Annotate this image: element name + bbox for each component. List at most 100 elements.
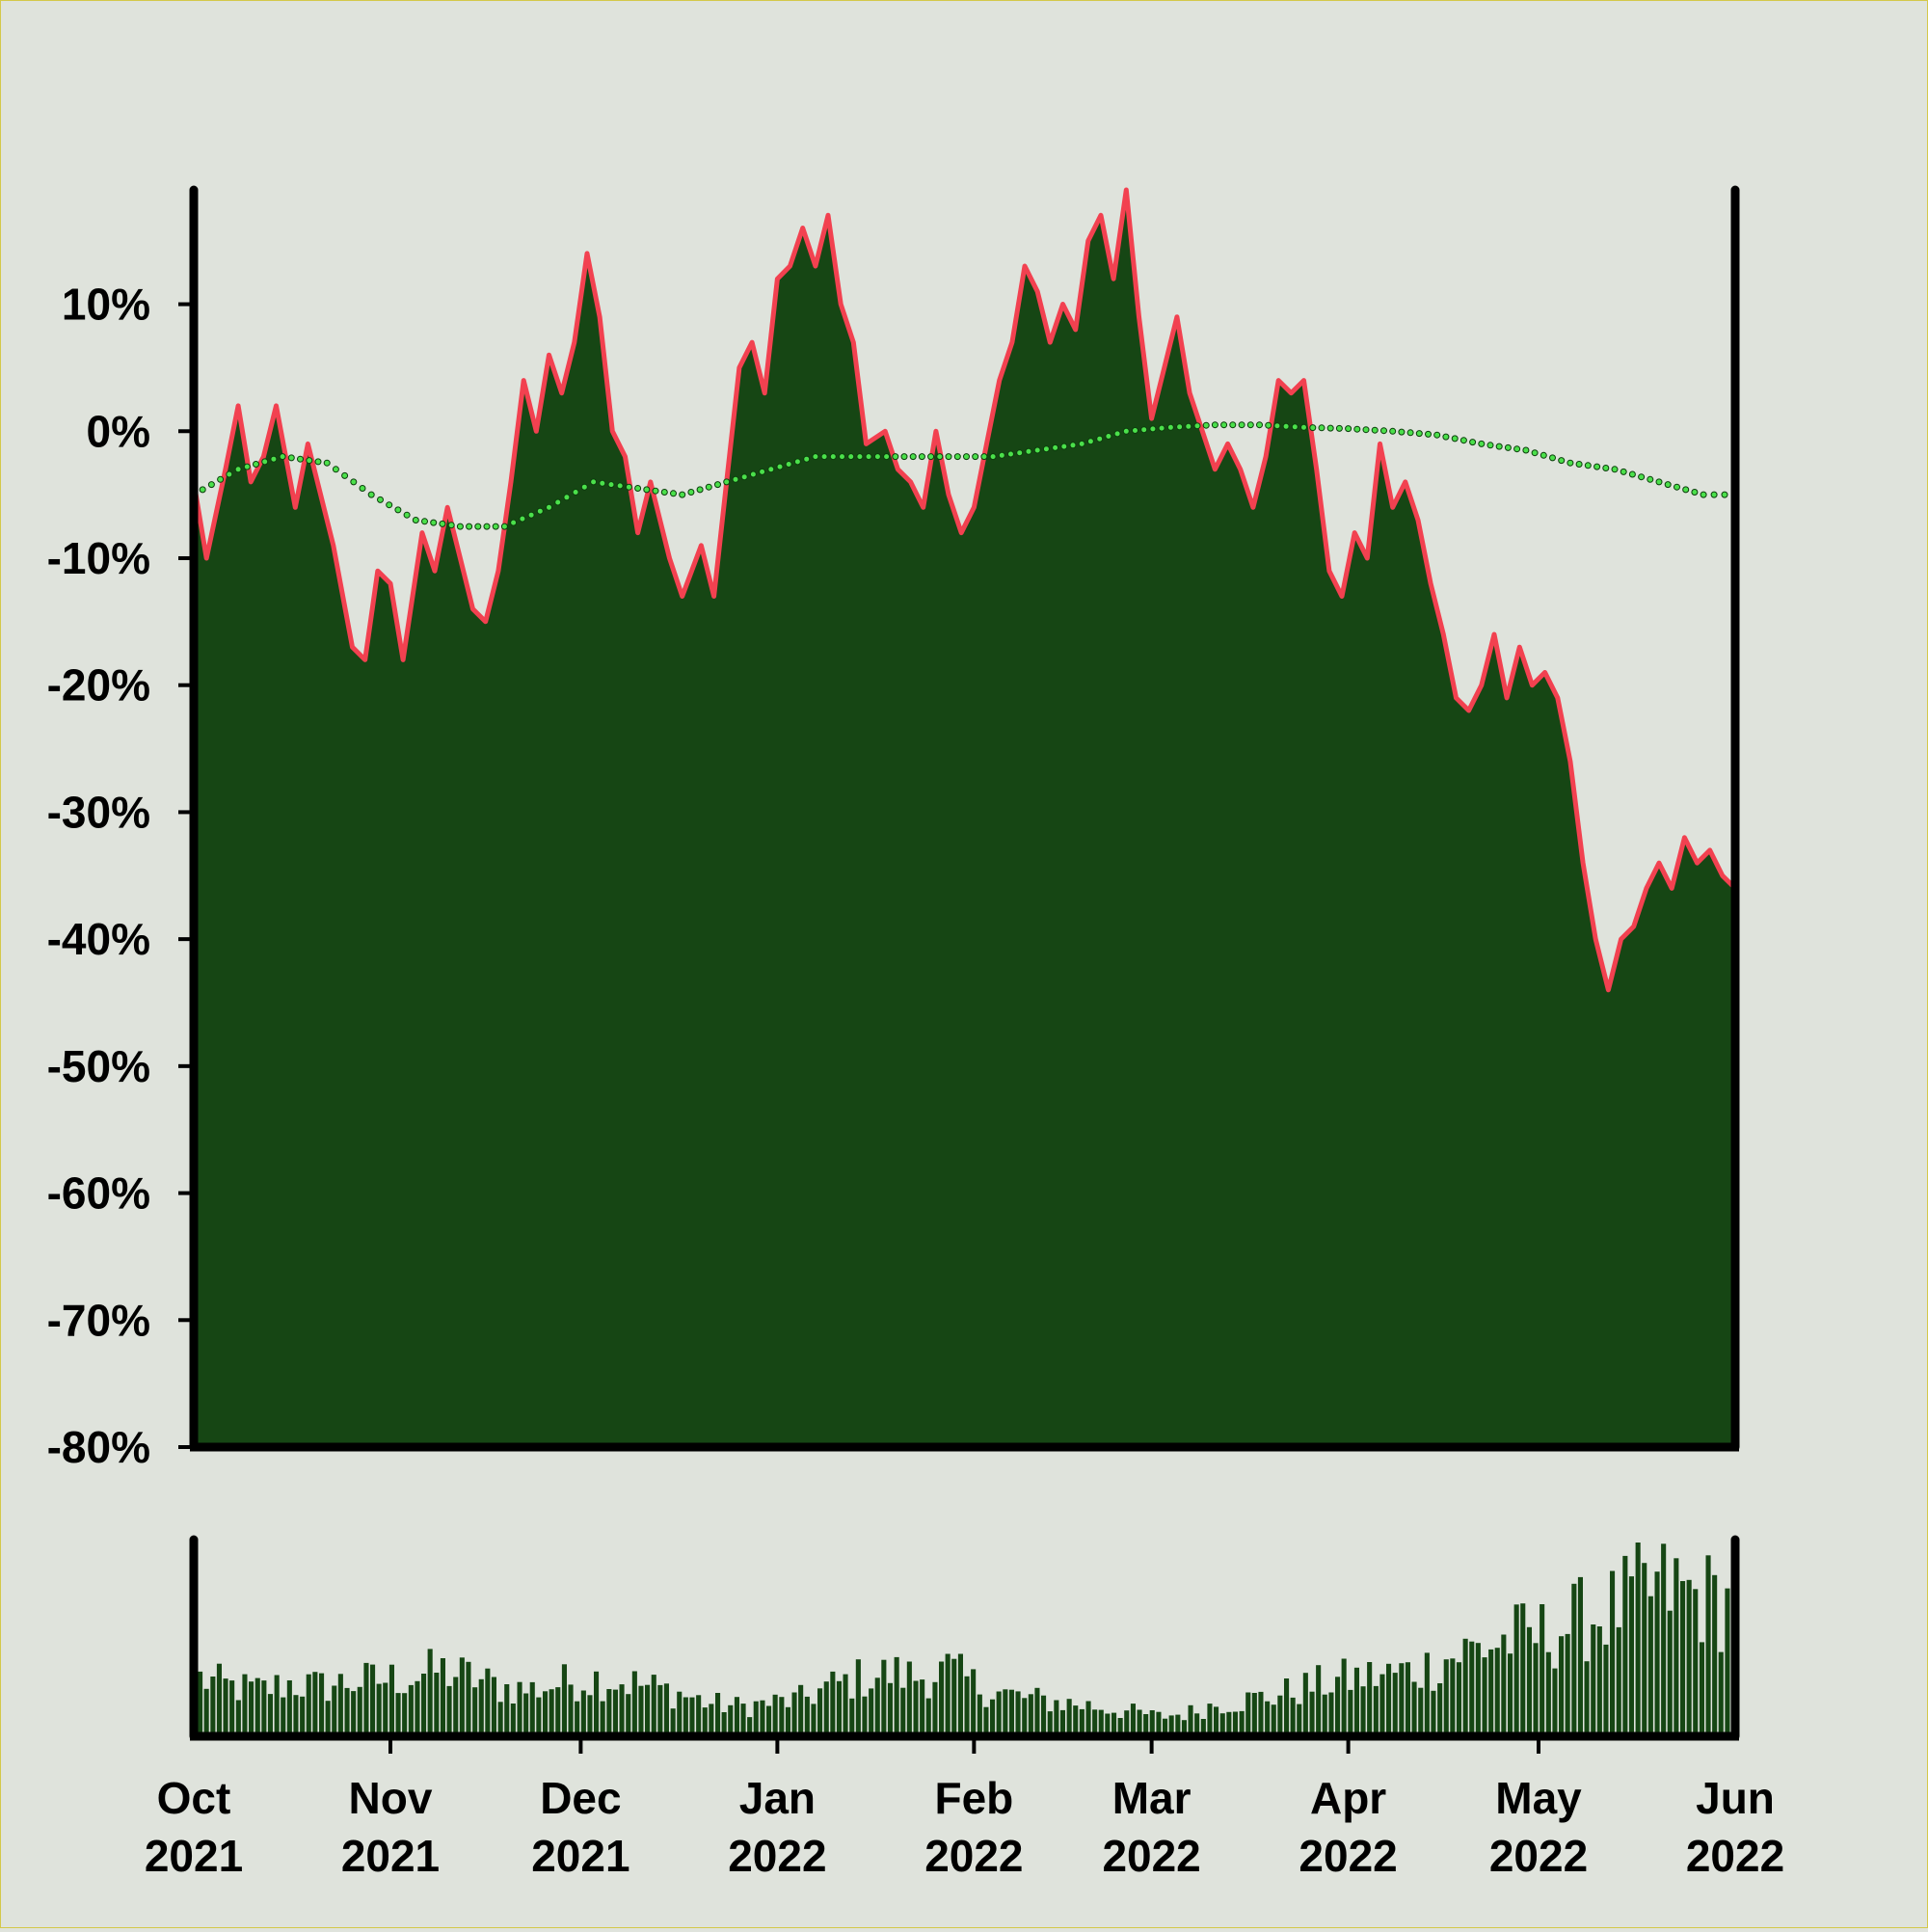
moving-average-dot	[687, 489, 695, 496]
moving-average-dot	[1229, 421, 1237, 429]
x-tick-label-month: Dec	[540, 1773, 621, 1823]
moving-average-dot	[812, 453, 819, 461]
volume-bar	[254, 1677, 260, 1736]
moving-average-dot	[359, 485, 366, 492]
moving-average-dot	[466, 523, 473, 530]
moving-average-dot	[1593, 463, 1601, 470]
volume-bar	[261, 1680, 267, 1736]
volume-bar	[1488, 1649, 1494, 1736]
volume-bar	[1054, 1700, 1059, 1736]
moving-average-dot	[1710, 491, 1718, 498]
moving-average-dot	[261, 458, 269, 466]
volume-bar	[811, 1704, 817, 1736]
moving-average-dot	[1353, 425, 1361, 433]
moving-average-dot	[1389, 427, 1397, 435]
volume-bar	[996, 1691, 1002, 1736]
volume-bar	[1353, 1667, 1359, 1736]
volume-bar	[1015, 1691, 1021, 1736]
volume-bar	[388, 1664, 394, 1736]
moving-average-dot	[1202, 421, 1210, 429]
moving-average-dot	[527, 511, 535, 519]
moving-average-dot	[253, 461, 259, 468]
volume-bar	[638, 1685, 644, 1736]
moving-average-dot	[1415, 430, 1423, 438]
volume-bar	[293, 1695, 299, 1736]
moving-average-dot	[643, 486, 651, 494]
moving-average-dot	[803, 455, 811, 463]
moving-average-dot	[1682, 486, 1690, 494]
volume-bar	[1533, 1643, 1539, 1736]
moving-average-dot	[1691, 489, 1699, 496]
volume-bar	[925, 1698, 931, 1736]
moving-average-dot	[474, 523, 482, 530]
volume-bar	[351, 1691, 357, 1736]
volume-bar	[274, 1675, 280, 1736]
moving-average-dot	[1504, 443, 1512, 451]
moving-average-dot	[749, 470, 757, 478]
moving-average-dot	[1069, 442, 1077, 449]
volume-bar	[568, 1684, 574, 1736]
volume-bar	[529, 1681, 535, 1736]
volume-bar	[1513, 1604, 1519, 1736]
volume-bar	[747, 1717, 753, 1736]
volume-bar	[1559, 1636, 1565, 1736]
volume-bar	[395, 1693, 401, 1736]
volume-bar	[823, 1681, 829, 1736]
moving-average-dot	[1016, 449, 1024, 457]
moving-average-dot	[519, 515, 526, 523]
volume-bar	[198, 1671, 203, 1736]
volume-bar	[798, 1684, 804, 1736]
volume-bar	[1219, 1713, 1225, 1736]
volume-bar	[1085, 1701, 1091, 1736]
volume-bar	[1239, 1710, 1245, 1736]
volume-bar	[549, 1689, 554, 1736]
volume-bar	[1214, 1706, 1219, 1736]
moving-average-dot	[572, 489, 579, 496]
moving-average-dot	[1700, 491, 1707, 498]
volume-bar	[478, 1678, 484, 1736]
volume-bar	[249, 1681, 254, 1736]
moving-average-dot	[279, 453, 286, 461]
volume-bar	[1545, 1651, 1551, 1736]
volume-bar	[1456, 1662, 1461, 1736]
volume-bar	[312, 1672, 318, 1736]
volume-bar	[1501, 1634, 1507, 1736]
volume-bar	[881, 1659, 887, 1736]
volume-bar	[203, 1688, 209, 1736]
volume-bar	[1143, 1714, 1149, 1736]
volume-bar	[932, 1681, 938, 1736]
y-axis-ticks: 10% 0% -10% -20% -30% -40% -50% -60% -70% -80%	[47, 280, 194, 1472]
volume-bar	[939, 1661, 945, 1736]
volume-bar	[1328, 1692, 1334, 1736]
y-tick-label: -20%	[47, 660, 150, 711]
moving-average-dot	[1176, 423, 1184, 431]
volume-bar	[1284, 1678, 1290, 1736]
moving-average-dot	[1326, 424, 1334, 432]
volume-bar	[1508, 1653, 1513, 1736]
moving-average-dot	[989, 453, 997, 461]
moving-average-dot	[625, 483, 632, 491]
volume-bar	[332, 1685, 337, 1736]
moving-average-dot	[1158, 424, 1165, 432]
moving-average-dot	[1647, 475, 1654, 483]
volume-bar	[300, 1696, 306, 1736]
volume-bar	[1622, 1555, 1628, 1736]
volume-bar	[1034, 1687, 1040, 1736]
moving-average-dot	[714, 481, 721, 489]
volume-bar	[964, 1676, 970, 1736]
moving-average-dot	[767, 466, 775, 473]
x-tick-label-month: Jun	[1696, 1773, 1775, 1823]
moving-average-dot	[1211, 421, 1218, 429]
volume-bar	[734, 1697, 739, 1736]
volume-bar	[766, 1705, 772, 1736]
moving-average-dots	[190, 421, 1728, 530]
moving-average-dot	[1459, 437, 1467, 444]
volume-bar	[1168, 1715, 1174, 1736]
x-tick-label-year: 2021	[145, 1831, 243, 1881]
moving-average-dot	[918, 453, 925, 461]
volume-bar	[951, 1658, 957, 1736]
volume-bar	[536, 1697, 542, 1736]
volume-bar	[1309, 1691, 1315, 1736]
volume-bar	[779, 1697, 785, 1736]
volume-bar	[1540, 1604, 1545, 1736]
